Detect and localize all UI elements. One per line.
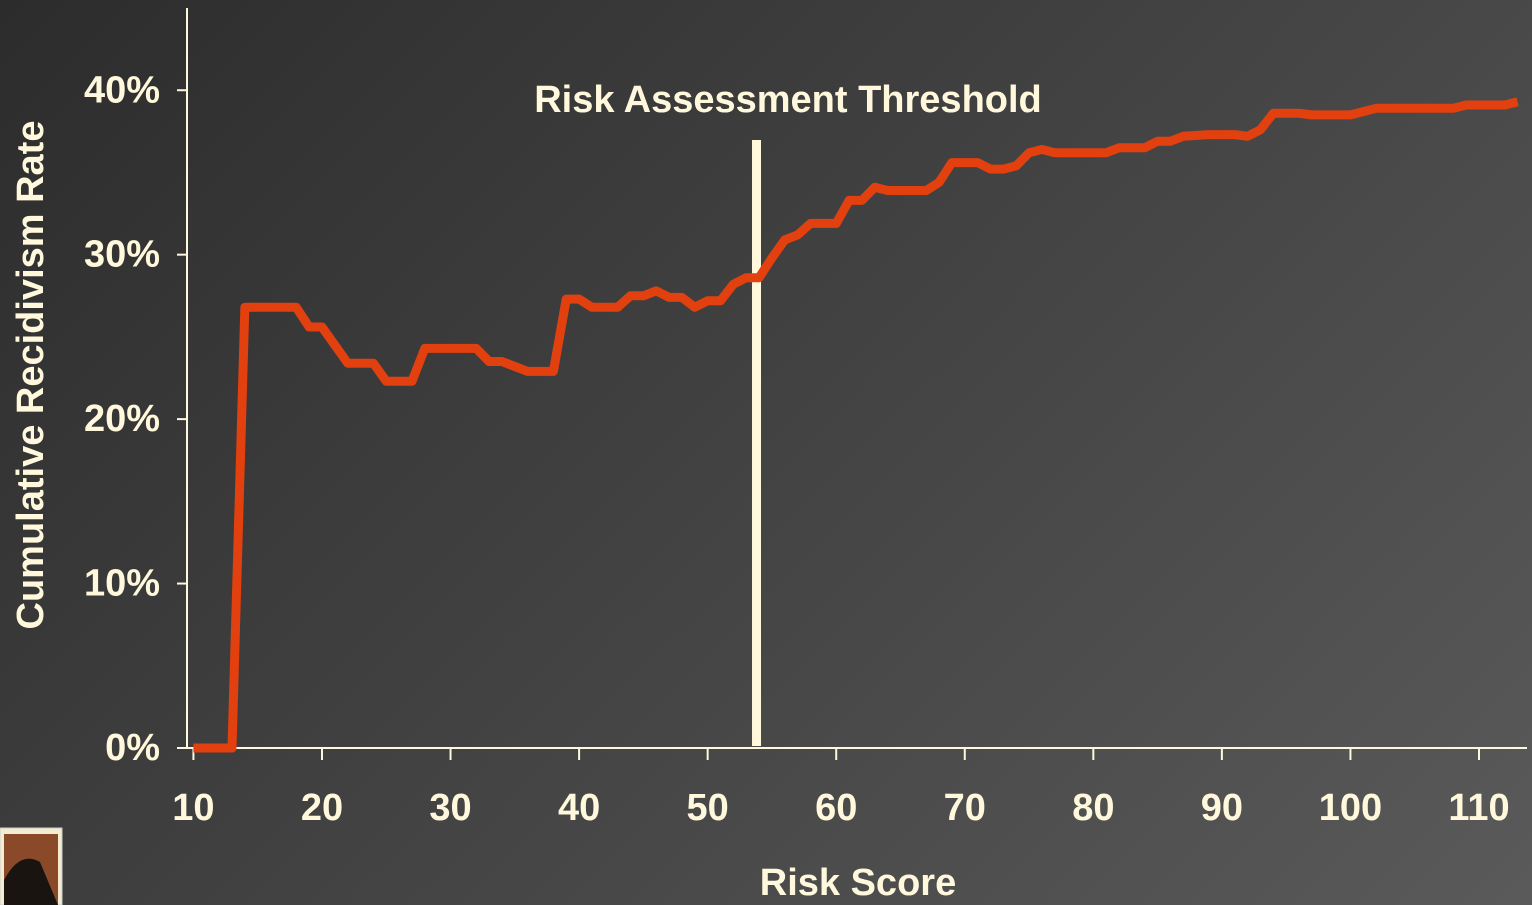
page: {"chart_data": {"type": "line", "xlabel"… [0, 0, 1532, 905]
x-tick-label: 100 [1319, 787, 1382, 829]
x-tick-label: 50 [687, 787, 729, 829]
x-tick-label: 30 [429, 787, 471, 829]
threshold-label: Risk Assessment Threshold [534, 79, 1042, 121]
x-tick-label: 70 [944, 787, 986, 829]
x-tick-label: 110 [1448, 787, 1509, 829]
y-tick-label: 30% [84, 234, 160, 276]
y-tick-label: 20% [84, 398, 160, 440]
x-tick-label: 90 [1201, 787, 1243, 829]
y-tick-label: 0% [105, 727, 160, 769]
data-line [193, 102, 1517, 748]
chart: Risk Score Cumulative Recidivism Rate 0%… [0, 0, 1532, 905]
x-axis-title: Risk Score [760, 862, 956, 904]
x-tick-label: 60 [815, 787, 857, 829]
x-tick-label: 10 [172, 787, 214, 829]
x-tick-label: 80 [1072, 787, 1114, 829]
x-tick-label: 40 [558, 787, 600, 829]
y-axis-title: Cumulative Recidivism Rate [10, 121, 52, 630]
y-tick-label: 10% [84, 563, 160, 605]
x-tick-label: 20 [301, 787, 343, 829]
y-tick-label: 40% [84, 69, 160, 111]
